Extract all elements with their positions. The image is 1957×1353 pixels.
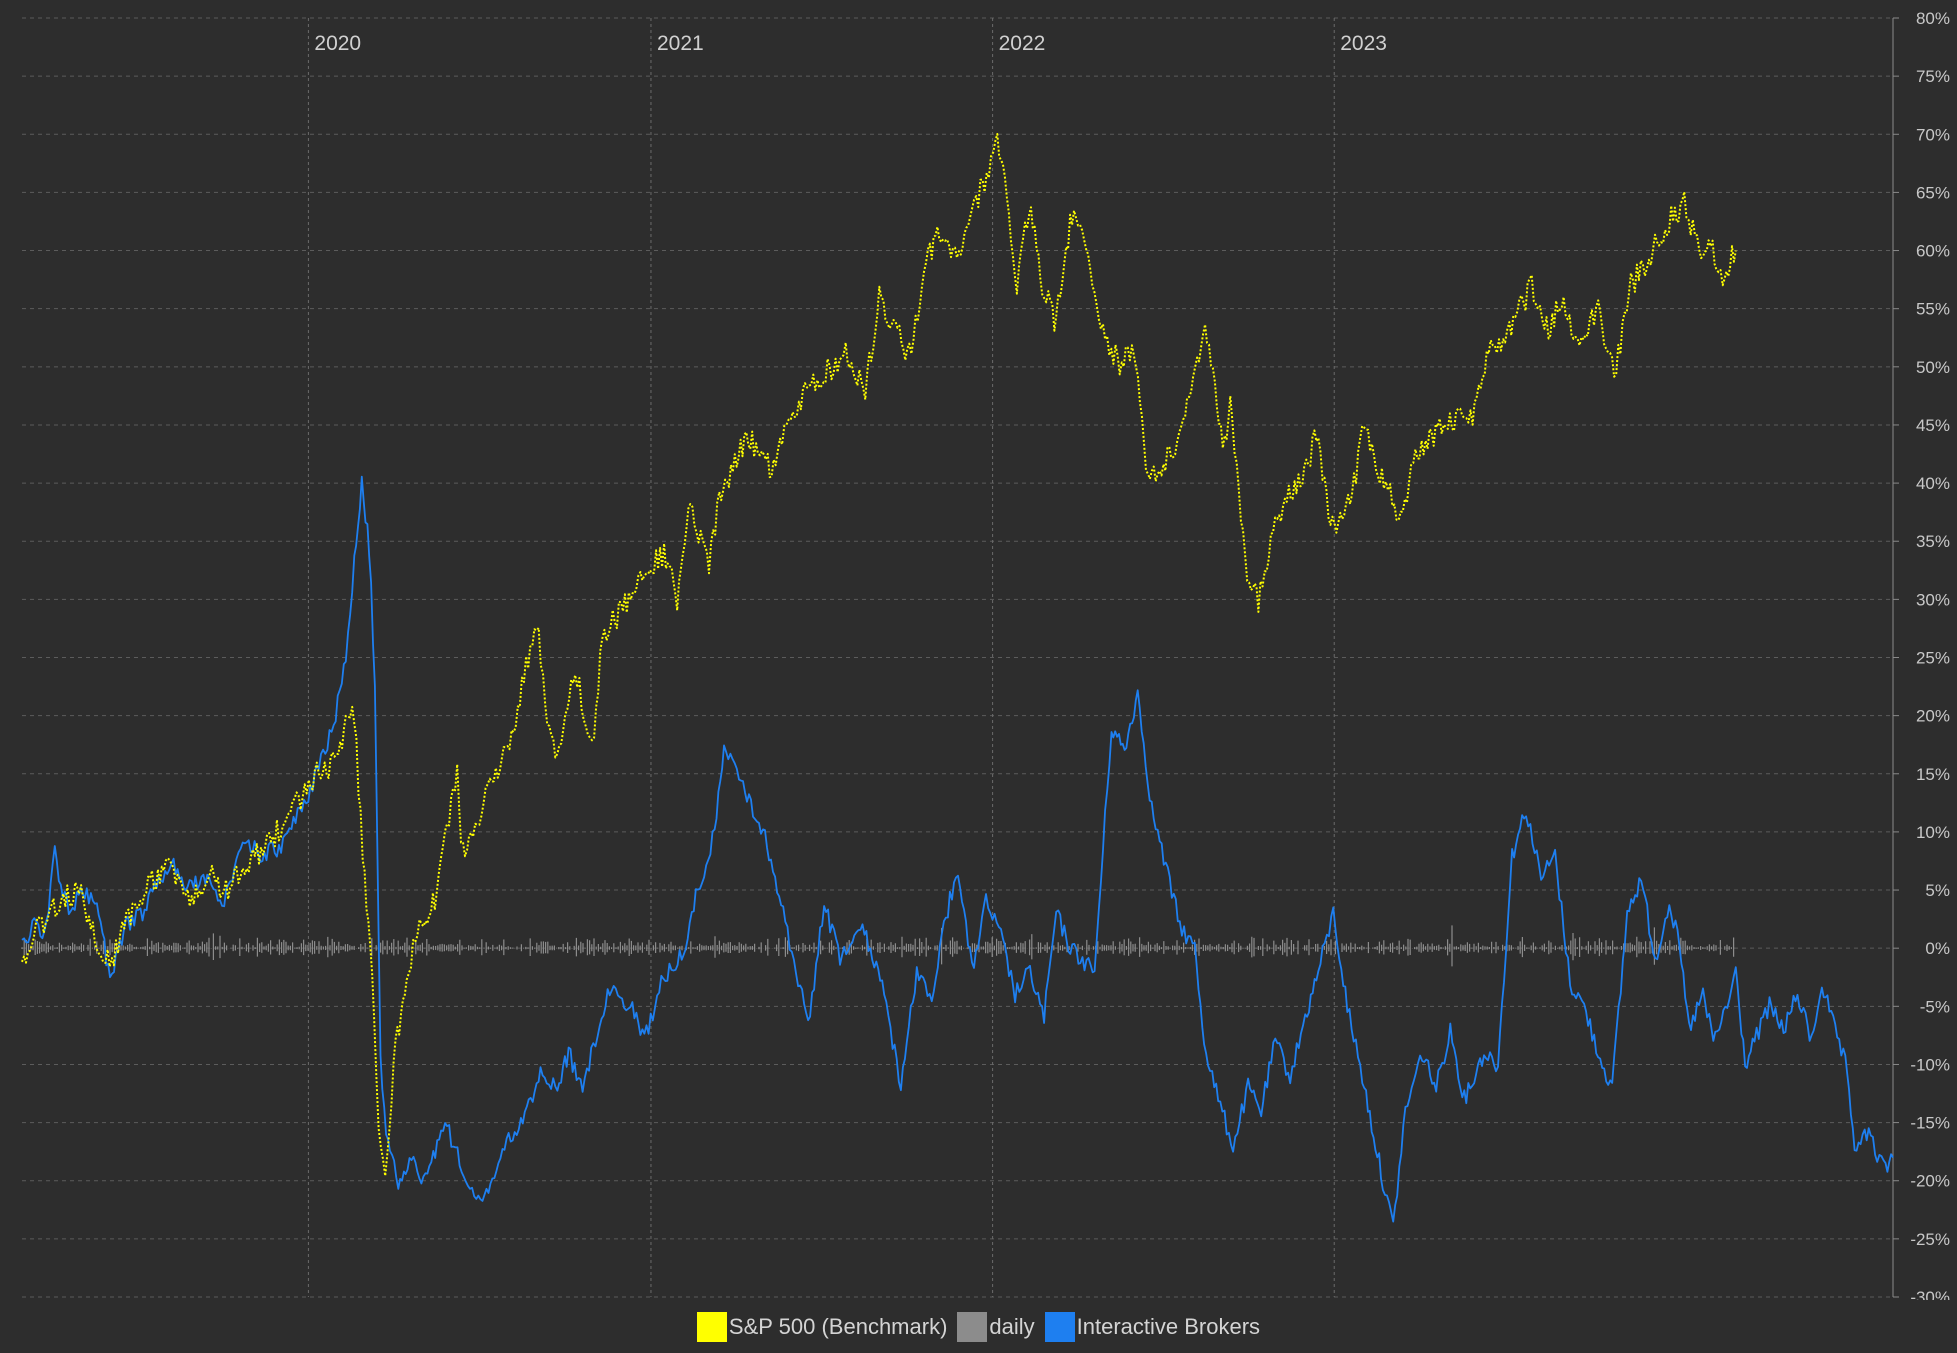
- legend-label-daily: daily: [989, 1314, 1035, 1339]
- y-tick-label: 65%: [1916, 183, 1950, 202]
- y-tick-label: -20%: [1910, 1172, 1950, 1191]
- y-tick-label: 25%: [1916, 649, 1950, 668]
- chart-legend: S&P 500 (Benchmark) daily Interactive Br…: [0, 1312, 1957, 1342]
- legend-item-interactive-brokers[interactable]: Interactive Brokers: [1044, 1312, 1261, 1342]
- series-sp500-benchmark: [21, 133, 1737, 1177]
- y-tick-label: 55%: [1916, 300, 1950, 319]
- legend-label-interactive-brokers: Interactive Brokers: [1076, 1314, 1261, 1339]
- y-axis-ticks: 80% 75% 70% 65% 60% 55% 50% 45% 40% 35% 30% 25% 20% 1…: [1910, 9, 1950, 1300]
- performance-chart: 2020 2021 2022 2023 80% 75% 70% 65% 60% 55% 50% 45…: [21, 9, 1950, 1300]
- y-tick-label: -15%: [1910, 1114, 1950, 1133]
- y-tick-label: 60%: [1916, 242, 1950, 261]
- legend-swatch-interactive-brokers: [1044, 1312, 1075, 1342]
- series-lines: [21, 133, 1894, 1223]
- y-tick-label: 50%: [1916, 358, 1950, 377]
- grid-lines: [22, 17, 1899, 1298]
- y-tick-label: 5%: [1925, 881, 1950, 900]
- y-tick-label: 35%: [1916, 532, 1950, 551]
- y-tick-label: -5%: [1920, 997, 1950, 1016]
- y-tick-label: 45%: [1916, 416, 1950, 435]
- x-tick-label: 2023: [1340, 32, 1387, 55]
- x-tick-label: 2021: [657, 32, 704, 55]
- legend-label-sp500: S&P 500 (Benchmark): [728, 1314, 948, 1339]
- y-tick-label: 75%: [1916, 67, 1950, 86]
- y-tick-label: -30%: [1910, 1288, 1950, 1300]
- legend-item-daily[interactable]: daily: [957, 1312, 1035, 1342]
- y-tick-label: 70%: [1916, 125, 1950, 144]
- legend-item-sp500[interactable]: S&P 500 (Benchmark): [696, 1312, 948, 1342]
- series-daily: [21, 925, 1735, 967]
- y-tick-label: -10%: [1910, 1055, 1950, 1074]
- y-tick-label: 20%: [1916, 707, 1950, 726]
- x-tick-label: 2022: [999, 32, 1046, 55]
- x-tick-label: 2020: [314, 32, 361, 55]
- y-tick-label: 80%: [1916, 9, 1950, 28]
- y-tick-label: 10%: [1916, 823, 1950, 842]
- y-tick-label: 30%: [1916, 590, 1950, 609]
- y-tick-label: 40%: [1916, 474, 1950, 493]
- y-tick-label: 0%: [1925, 939, 1950, 958]
- x-axis-ticks: 2020 2021 2022 2023: [314, 32, 1387, 55]
- legend-swatch-daily: [957, 1312, 988, 1342]
- y-tick-label: 15%: [1916, 765, 1950, 784]
- y-tick-label: -25%: [1910, 1230, 1950, 1249]
- legend-swatch-sp500: [696, 1312, 727, 1342]
- series-interactive-brokers: [21, 475, 1894, 1223]
